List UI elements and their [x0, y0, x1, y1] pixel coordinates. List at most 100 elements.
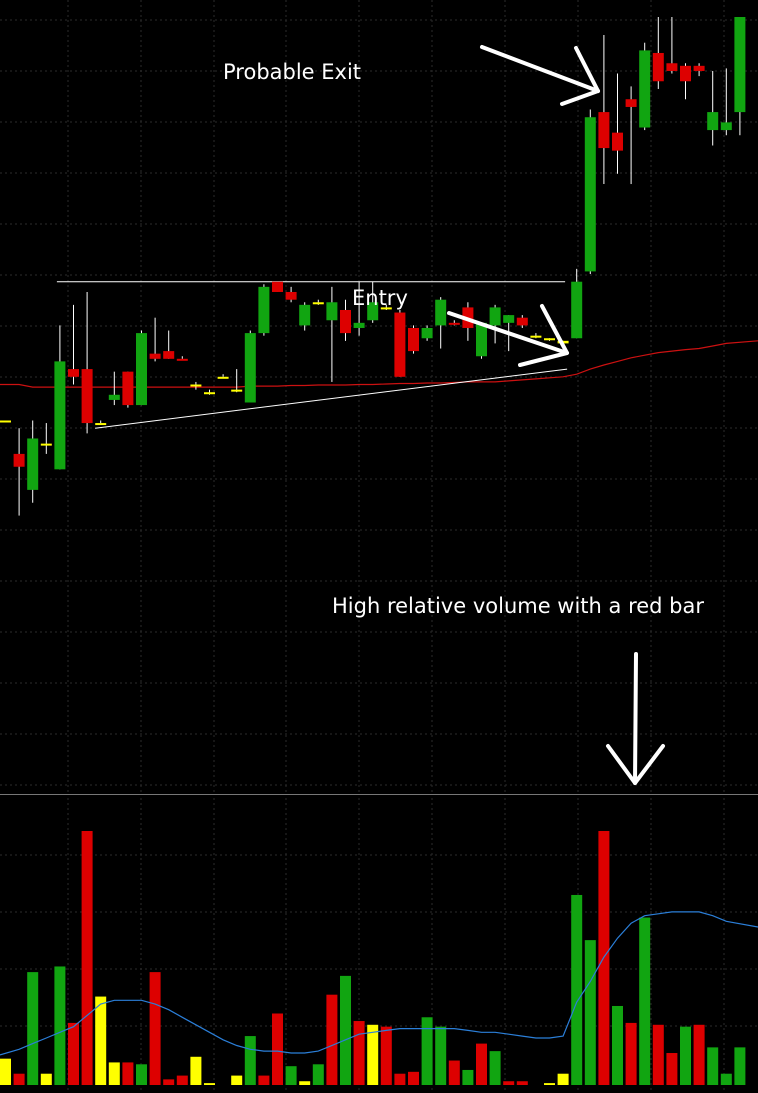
volume-bar — [666, 1053, 678, 1085]
candle — [584, 109, 596, 274]
candle-body — [408, 327, 419, 352]
candle — [68, 304, 79, 385]
volume-bar — [503, 1081, 515, 1085]
candle — [149, 317, 161, 362]
volume-bar — [408, 1071, 419, 1085]
candle-body — [707, 112, 719, 131]
candle-body — [231, 389, 243, 392]
candle-body — [734, 17, 746, 113]
candle-body — [571, 281, 583, 339]
candle — [612, 73, 623, 174]
volume-bar — [190, 1056, 202, 1085]
volume-bar — [557, 1073, 569, 1085]
volume-bar — [680, 1026, 691, 1085]
volume-bar — [435, 1026, 447, 1085]
candle — [367, 281, 379, 323]
candle — [571, 268, 583, 339]
candle — [204, 389, 215, 395]
volume-bar — [462, 1069, 474, 1085]
volume-bar — [353, 1021, 365, 1085]
candle-body — [476, 322, 487, 357]
candle — [231, 369, 243, 393]
candle — [734, 17, 746, 136]
volume-bar — [204, 1083, 215, 1085]
candle — [544, 338, 555, 341]
volume-bar — [108, 1062, 120, 1085]
candle — [707, 70, 719, 146]
candle-body — [163, 351, 175, 359]
volume-bar — [81, 831, 93, 1085]
candle-body — [204, 392, 215, 395]
volume-bar — [340, 975, 351, 1085]
candle-body — [13, 453, 25, 467]
candle — [448, 320, 460, 326]
candle — [353, 281, 365, 336]
candle-body — [81, 369, 93, 424]
volume-bar — [326, 994, 338, 1085]
candle — [435, 297, 447, 349]
candle-body — [54, 361, 66, 470]
entry-label: Entry — [352, 286, 408, 310]
volume-bar — [163, 1079, 175, 1085]
candle — [625, 86, 637, 185]
candle — [272, 281, 283, 292]
candle — [652, 17, 664, 89]
volume-bar — [285, 1066, 297, 1085]
volume-note-label: High relative volume with a red bar — [332, 594, 704, 618]
candle-body — [666, 63, 678, 71]
candle-body — [217, 376, 229, 379]
candle — [299, 302, 311, 331]
volume-bar — [625, 1022, 637, 1085]
candle — [340, 299, 351, 341]
volume-bar — [421, 1017, 433, 1085]
candle-body — [68, 369, 79, 377]
exit-arrow — [480, 45, 600, 106]
candle — [326, 286, 338, 382]
candle-body — [149, 353, 161, 359]
candle-body — [176, 358, 188, 361]
candle — [720, 68, 732, 136]
exit-arrow-shaft — [480, 45, 600, 93]
candle — [176, 356, 188, 361]
candle-body — [489, 307, 501, 326]
candle — [598, 34, 610, 185]
volume-average-line — [0, 911, 758, 1056]
price-panel-grid — [0, 0, 758, 792]
candle-body — [639, 50, 651, 128]
volume-bar — [231, 1075, 243, 1085]
exit-arrow-head — [560, 46, 600, 106]
candle-body — [108, 394, 120, 400]
volume-bar — [394, 1073, 406, 1085]
candle — [81, 291, 93, 434]
volume-bar — [136, 1064, 147, 1085]
candle-body — [625, 99, 637, 107]
candle-body — [312, 302, 324, 305]
volume-bar — [149, 972, 161, 1085]
support-trendline — [95, 368, 568, 429]
candle-body — [394, 312, 406, 377]
candle-body — [598, 112, 610, 149]
candle — [408, 325, 419, 354]
volume-bars — [0, 831, 746, 1085]
candle-body — [612, 132, 623, 151]
volume-bar — [258, 1075, 270, 1085]
candle — [666, 17, 678, 74]
candle — [285, 286, 297, 303]
moving-average-line — [0, 340, 758, 388]
candle-body — [244, 333, 256, 403]
volume-bar — [272, 1013, 283, 1085]
volume-bar — [707, 1047, 719, 1085]
entry-arrow — [447, 304, 569, 367]
volume-overlays — [0, 911, 758, 1056]
candle — [476, 322, 487, 359]
volume-arrow-head — [606, 744, 665, 785]
candle-body — [272, 281, 283, 292]
candle — [693, 63, 705, 77]
candle — [163, 330, 175, 359]
candle-body — [258, 286, 270, 334]
candle-body — [421, 327, 433, 339]
entry-arrow-head — [518, 304, 569, 367]
candle — [190, 381, 202, 390]
candle — [108, 371, 120, 406]
candle — [258, 284, 270, 336]
